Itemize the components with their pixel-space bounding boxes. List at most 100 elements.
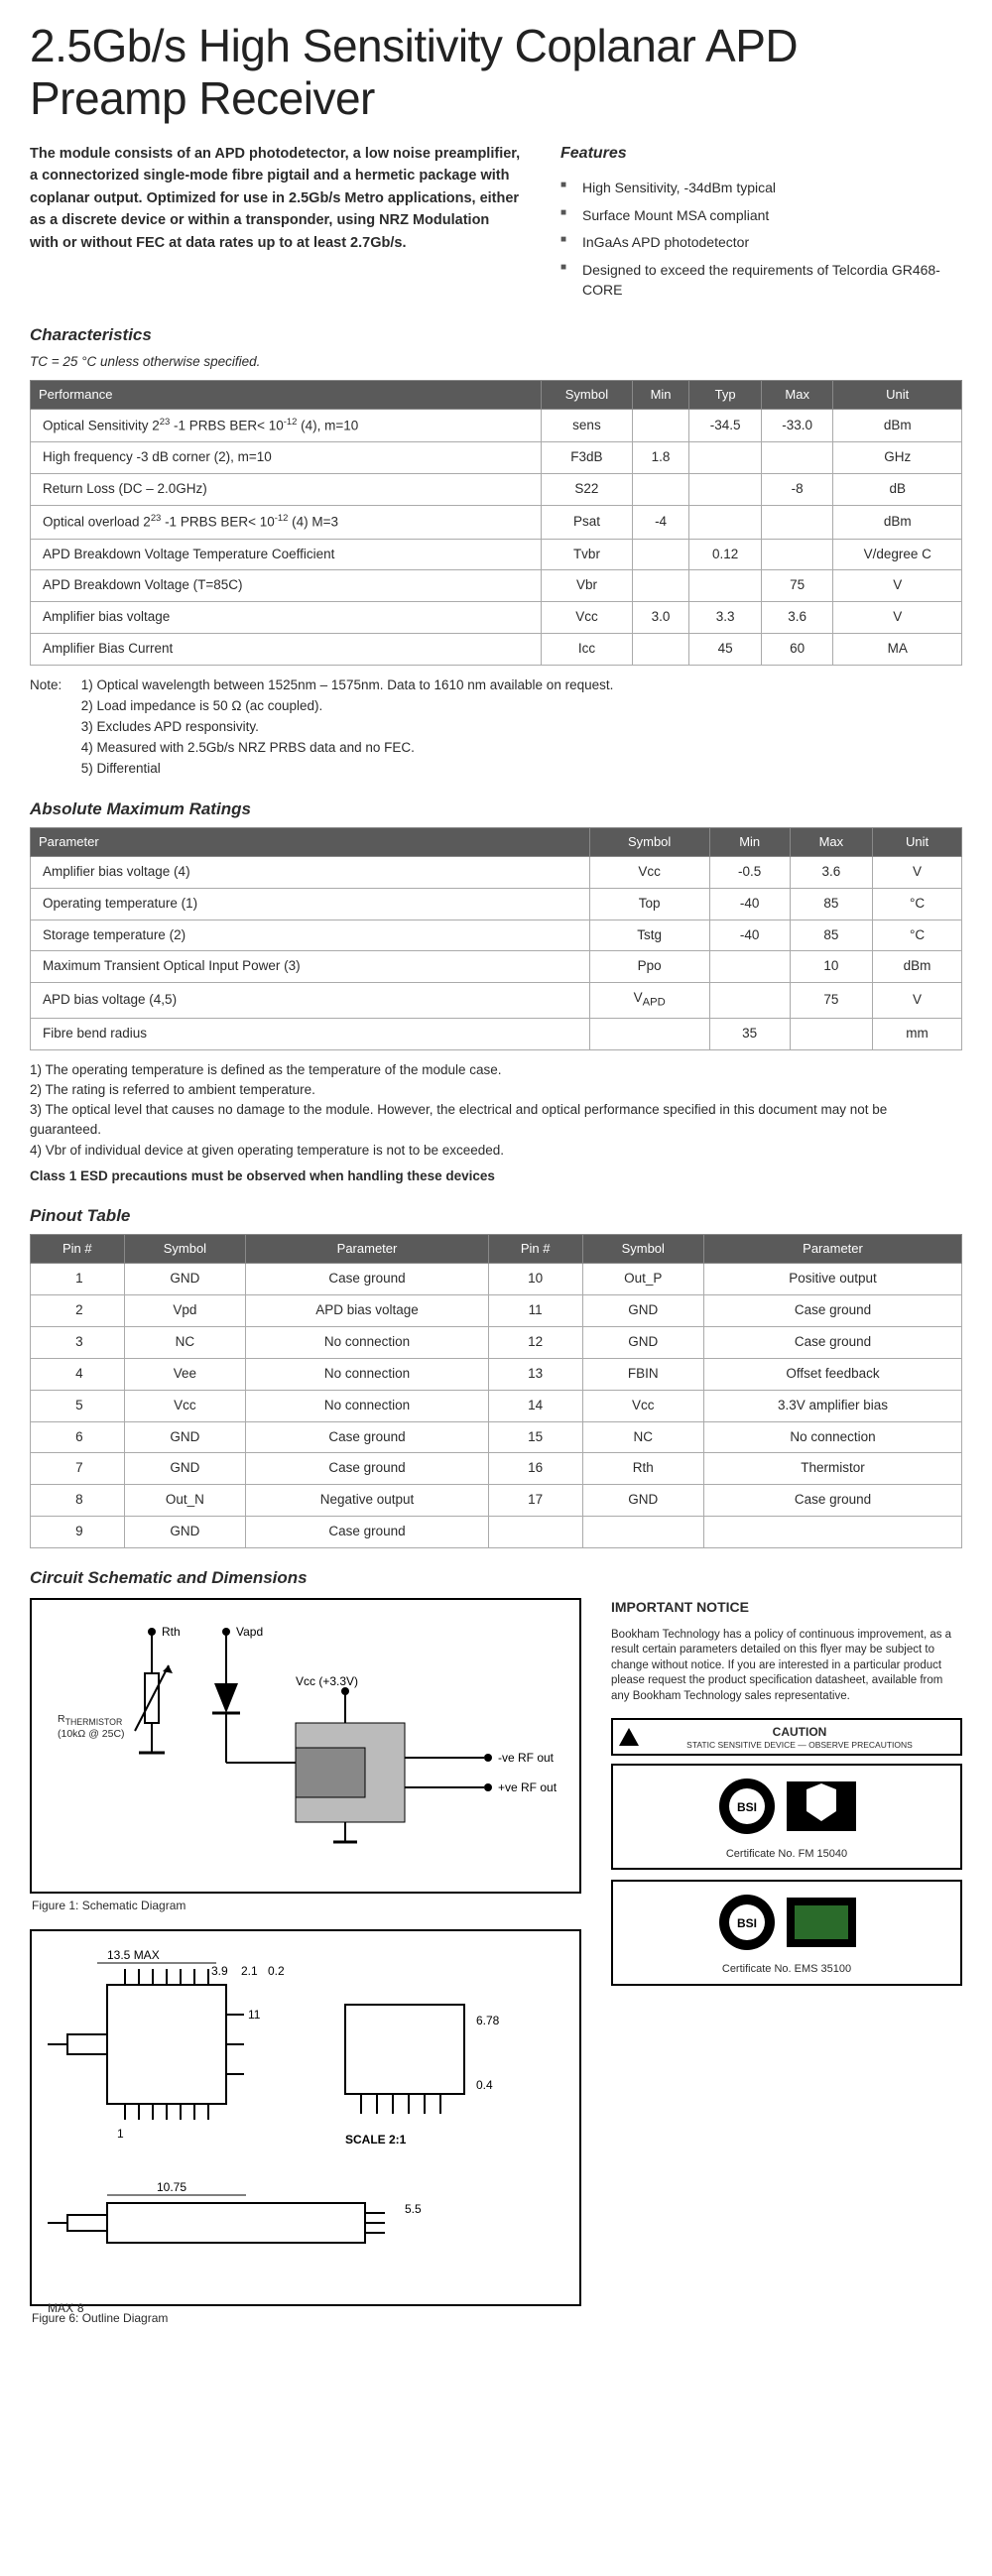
- table-row: Amplifier Bias CurrentIcc4560MA: [31, 634, 962, 666]
- table-cell: [761, 506, 833, 539]
- table-row: APD Breakdown Voltage Temperature Coeffi…: [31, 539, 962, 570]
- table-cell: High frequency -3 dB corner (2), m=10: [31, 442, 542, 474]
- table-cell: No connection: [246, 1326, 489, 1358]
- note-line: 2) Load impedance is 50 Ω (ac coupled).: [81, 696, 954, 717]
- table-cell: -40: [709, 920, 790, 951]
- table-cell: No connection: [246, 1390, 489, 1421]
- table-header: Symbol: [124, 1234, 246, 1263]
- intro-text: The module consists of an APD photodetec…: [30, 143, 521, 254]
- table-cell: dBm: [873, 951, 962, 983]
- table-cell: 11: [488, 1295, 582, 1327]
- table-cell: Case ground: [704, 1326, 962, 1358]
- table-header: Max: [790, 827, 872, 856]
- table-cell: MA: [833, 634, 962, 666]
- table-row: Optical overload 223 -1 PRBS BER< 10-12 …: [31, 506, 962, 539]
- table-cell: -8: [761, 474, 833, 506]
- table-row: Fibre bend radius35mm: [31, 1018, 962, 1049]
- table-cell: Case ground: [704, 1295, 962, 1327]
- table-cell: 8: [31, 1485, 125, 1517]
- table-header: Pin #: [488, 1234, 582, 1263]
- schematic-heading: Circuit Schematic and Dimensions: [30, 1566, 962, 1590]
- table-cell: Optical overload 223 -1 PRBS BER< 10-12 …: [31, 506, 542, 539]
- table-row: Storage temperature (2)Tstg-4085°C: [31, 920, 962, 951]
- table-cell: 10: [488, 1264, 582, 1295]
- table-header: Symbol: [542, 380, 633, 409]
- table-cell: 17: [488, 1485, 582, 1517]
- table-cell: V: [873, 856, 962, 888]
- table-row: 3NCNo connection12GNDCase ground: [31, 1326, 962, 1358]
- table-cell: No connection: [246, 1358, 489, 1390]
- table-cell: Vcc: [589, 856, 709, 888]
- svg-text:11: 11: [248, 2008, 261, 2022]
- table-cell: GHz: [833, 442, 962, 474]
- list-item: Designed to exceed the requirements of T…: [560, 257, 962, 304]
- table-header: Parameter: [704, 1234, 962, 1263]
- table-row: Return Loss (DC – 2.0GHz)S22-8dB: [31, 474, 962, 506]
- notice-text: Bookham Technology has a policy of conti…: [611, 1628, 962, 1705]
- table-cell: Case ground: [246, 1453, 489, 1485]
- table-cell: Icc: [542, 634, 633, 666]
- table-cell: 6: [31, 1421, 125, 1453]
- table-cell: Case ground: [246, 1421, 489, 1453]
- table-cell: Case ground: [246, 1517, 489, 1548]
- table-row: APD Breakdown Voltage (T=85C)Vbr75V: [31, 570, 962, 602]
- table-cell: Ppo: [589, 951, 709, 983]
- table-cell: Case ground: [246, 1264, 489, 1295]
- table-cell: FBIN: [582, 1358, 704, 1390]
- svg-text:5.5: 5.5: [405, 2202, 422, 2216]
- table-cell: [488, 1517, 582, 1548]
- note-line: 4) Vbr of individual device at given ope…: [30, 1141, 962, 1161]
- table-header: Typ: [689, 380, 762, 409]
- table-cell: F3dB: [542, 442, 633, 474]
- svg-text:2.1: 2.1: [241, 1964, 258, 1978]
- table-cell: 85: [790, 920, 872, 951]
- table-header: Unit: [873, 827, 962, 856]
- table-cell: 5: [31, 1390, 125, 1421]
- svg-text:0.2: 0.2: [268, 1964, 285, 1978]
- table-row: Operating temperature (1)Top-4085°C: [31, 888, 962, 920]
- figure-1-box: Rth RTHERMISTOR(10kΩ @ 25C) Vapd: [30, 1598, 581, 1894]
- table-cell: 1: [31, 1264, 125, 1295]
- table-header: Min: [632, 380, 689, 409]
- table-row: 1GNDCase ground10Out_PPositive output: [31, 1264, 962, 1295]
- table-cell: 60: [761, 634, 833, 666]
- table-cell: 13: [488, 1358, 582, 1390]
- svg-text:BSI: BSI: [737, 1800, 757, 1814]
- characteristics-heading: Characteristics: [30, 323, 962, 347]
- table-header: Min: [709, 827, 790, 856]
- svg-text:1: 1: [117, 2127, 124, 2141]
- table-cell: Vee: [124, 1358, 246, 1390]
- table-cell: [632, 410, 689, 442]
- table-cell: 14: [488, 1390, 582, 1421]
- table-cell: 3: [31, 1326, 125, 1358]
- table-cell: -33.0: [761, 410, 833, 442]
- characteristics-subnote: TC = 25 °C unless otherwise specified.: [30, 353, 962, 372]
- table-cell: [689, 442, 762, 474]
- pinout-table: Pin #SymbolParameterPin #SymbolParameter…: [30, 1234, 962, 1548]
- table-cell: GND: [124, 1421, 246, 1453]
- table-cell: [582, 1517, 704, 1548]
- list-item: InGaAs APD photodetector: [560, 229, 962, 257]
- amr-heading: Absolute Maximum Ratings: [30, 797, 962, 821]
- table-cell: Out_P: [582, 1264, 704, 1295]
- table-cell: APD bias voltage: [246, 1295, 489, 1327]
- table-cell: 3.3: [689, 602, 762, 634]
- amr-table: ParameterSymbolMinMaxUnit Amplifier bias…: [30, 827, 962, 1050]
- svg-text:0.4: 0.4: [476, 2078, 493, 2092]
- table-cell: Fibre bend radius: [31, 1018, 590, 1049]
- table-cell: S22: [542, 474, 633, 506]
- table-cell: Out_N: [124, 1485, 246, 1517]
- table-cell: mm: [873, 1018, 962, 1049]
- table-row: Amplifier bias voltageVcc3.03.33.6V: [31, 602, 962, 634]
- table-cell: 75: [790, 983, 872, 1018]
- table-row: 5VccNo connection14Vcc3.3V amplifier bia…: [31, 1390, 962, 1421]
- table-cell: dBm: [833, 506, 962, 539]
- table-cell: °C: [873, 920, 962, 951]
- table-cell: Operating temperature (1): [31, 888, 590, 920]
- note-line: 1) The operating temperature is defined …: [30, 1060, 962, 1080]
- table-row: Maximum Transient Optical Input Power (3…: [31, 951, 962, 983]
- table-cell: 3.6: [790, 856, 872, 888]
- table-header: Unit: [833, 380, 962, 409]
- svg-text:Vcc (+3.3V): Vcc (+3.3V): [296, 1674, 358, 1688]
- figure-6-caption: Figure 6: Outline Diagram: [32, 2310, 581, 2327]
